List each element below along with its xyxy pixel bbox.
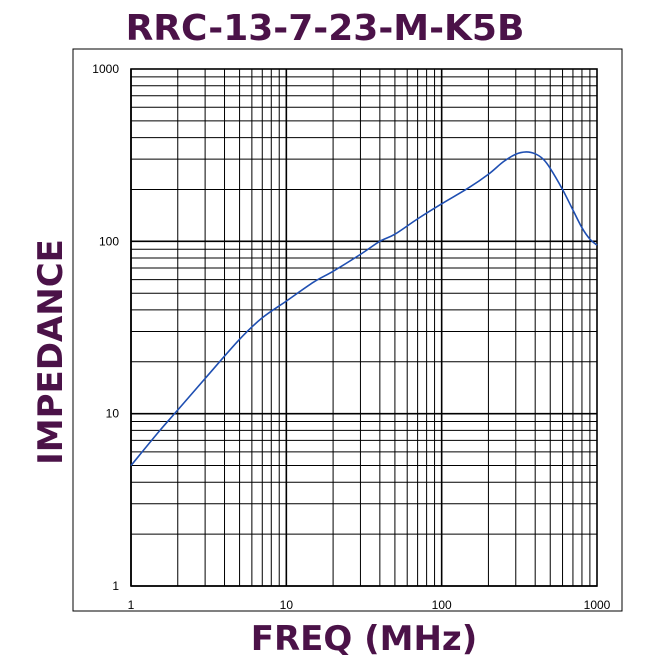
impedance-series-line [130, 151, 598, 467]
x-tick-label: 10 [280, 598, 294, 612]
y-tick-label: 100 [99, 234, 119, 248]
chart-outer-frame [72, 48, 623, 612]
y-tick-label: 1000 [92, 62, 119, 76]
y-tick-label: 10 [106, 407, 120, 421]
y-tick-label: 1 [112, 579, 119, 593]
x-axis-label: FREQ (MHz) [251, 619, 478, 659]
x-tick-label: 1000 [584, 598, 611, 612]
chart-title: RRC-13-7-23-M-K5B [126, 8, 525, 49]
minor-gridlines [131, 69, 597, 586]
x-axis-tick-labels: 1 10 100 1000 [128, 598, 611, 612]
y-axis-label: IMPEDANCE [31, 239, 71, 465]
y-axis-tick-labels: 1 10 100 1000 [92, 62, 119, 593]
plot-area-border [130, 68, 598, 587]
x-tick-label: 1 [128, 598, 135, 612]
x-tick-label: 100 [432, 598, 452, 612]
